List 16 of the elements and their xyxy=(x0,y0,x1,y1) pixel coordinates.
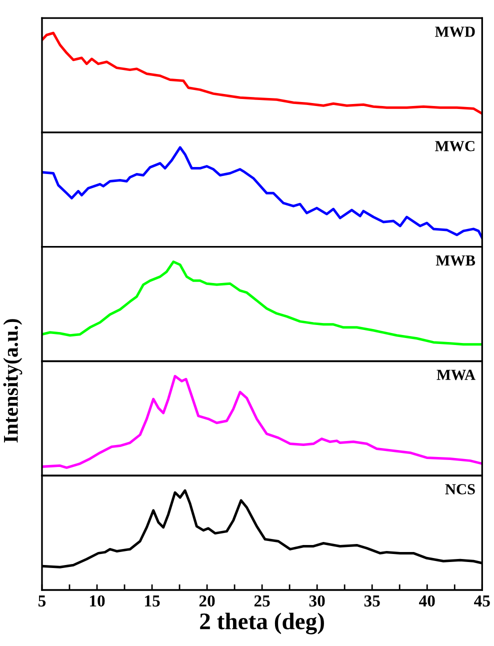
x-tick-label: 45 xyxy=(474,595,490,607)
y-axis-title: Intensity(a.u.) xyxy=(3,319,22,442)
text: MWC xyxy=(435,140,474,152)
text: NCS xyxy=(445,484,475,494)
text: MWA xyxy=(436,370,476,380)
x-axis-title: 2 theta (deg) xyxy=(200,612,324,634)
x-tick-label: 40 xyxy=(419,595,435,607)
x-tick-label: 20 xyxy=(199,595,215,607)
x-tick-label: 10 xyxy=(90,595,105,607)
x-tick-label: 15 xyxy=(145,595,160,607)
text: MWD xyxy=(435,26,475,37)
x-tick-label: 30 xyxy=(309,595,325,607)
x-tick-label: 25 xyxy=(254,595,270,607)
text: MWB xyxy=(436,255,476,266)
x-tick-label: 35 xyxy=(364,595,380,607)
x-tick-label: 5 xyxy=(38,596,46,607)
